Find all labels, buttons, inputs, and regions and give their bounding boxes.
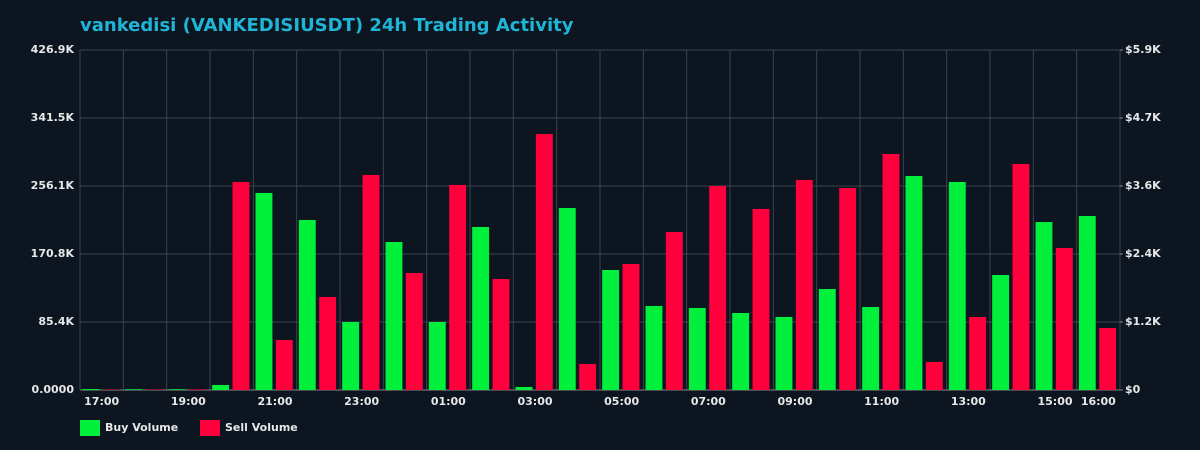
y2-tick-label: $5.9K [1125, 43, 1161, 56]
y-tick-label: 170.8K [31, 247, 75, 260]
bar [319, 296, 337, 390]
bar [925, 361, 943, 390]
bar [818, 289, 836, 390]
x-tick-label: 16:00 [1081, 395, 1116, 408]
bar [862, 307, 880, 390]
x-tick-label: 03:00 [517, 395, 552, 408]
bar [688, 307, 706, 390]
x-tick-label: 23:00 [344, 395, 379, 408]
bar [882, 154, 900, 390]
bar [752, 208, 770, 390]
x-tick-label: 11:00 [864, 395, 899, 408]
bar [1078, 215, 1096, 390]
y-tick-label: 0.0000 [32, 383, 75, 396]
bar [472, 226, 490, 390]
y-tick-label: 85.4K [38, 315, 74, 328]
bar [342, 321, 360, 390]
x-tick-label: 15:00 [1037, 395, 1072, 408]
chart-title: vankedisi (VANKEDISIUSDT) 24h Trading Ac… [80, 15, 574, 36]
bar [298, 219, 316, 390]
bar [82, 389, 100, 390]
bar [905, 175, 923, 390]
bar [362, 174, 380, 390]
bar [948, 181, 966, 390]
x-tick-label: 19:00 [171, 395, 206, 408]
bar [645, 305, 663, 390]
bar [665, 231, 683, 390]
bar [125, 389, 143, 390]
bar [558, 208, 576, 390]
x-tick-label: 17:00 [84, 395, 119, 408]
bar [232, 181, 250, 390]
bar [405, 273, 423, 390]
bar [732, 312, 750, 390]
bar [255, 192, 273, 390]
x-tick-label: 01:00 [431, 395, 466, 408]
bar [428, 321, 446, 390]
legend-label: Sell Volume [225, 421, 298, 434]
bar [492, 278, 510, 390]
bar [1012, 163, 1030, 390]
x-tick-label: 05:00 [604, 395, 639, 408]
legend-swatch [80, 420, 100, 436]
x-tick-label: 21:00 [257, 395, 292, 408]
y-tick-label: 256.1K [31, 179, 75, 192]
x-tick-label: 07:00 [691, 395, 726, 408]
y2-tick-label: $3.6K [1125, 179, 1161, 192]
bar [212, 384, 230, 390]
bar [602, 269, 620, 390]
bar [1099, 328, 1117, 390]
bar [795, 179, 813, 390]
legend-label: Buy Volume [105, 421, 178, 434]
bar [622, 264, 640, 390]
bar [839, 188, 857, 390]
x-tick-label: 09:00 [777, 395, 812, 408]
bar [515, 386, 533, 390]
legend-swatch [200, 420, 220, 436]
y2-tick-label: $4.7K [1125, 111, 1161, 124]
bar [709, 186, 727, 390]
y-tick-label: 426.9K [31, 43, 75, 56]
bar [275, 339, 293, 390]
y2-tick-label: $0 [1125, 383, 1141, 396]
y2-tick-label: $2.4K [1125, 247, 1161, 260]
bar [969, 316, 987, 390]
bar [775, 316, 793, 390]
bar [579, 364, 597, 390]
bar [189, 389, 207, 390]
bar [535, 134, 553, 390]
bar [992, 274, 1010, 390]
bar [449, 184, 467, 390]
bar [1035, 222, 1053, 390]
bar [385, 242, 403, 390]
bar [168, 389, 186, 390]
bar [1055, 247, 1073, 390]
x-tick-label: 13:00 [951, 395, 986, 408]
y2-tick-label: $1.2K [1125, 315, 1161, 328]
y-tick-label: 341.5K [31, 111, 75, 124]
